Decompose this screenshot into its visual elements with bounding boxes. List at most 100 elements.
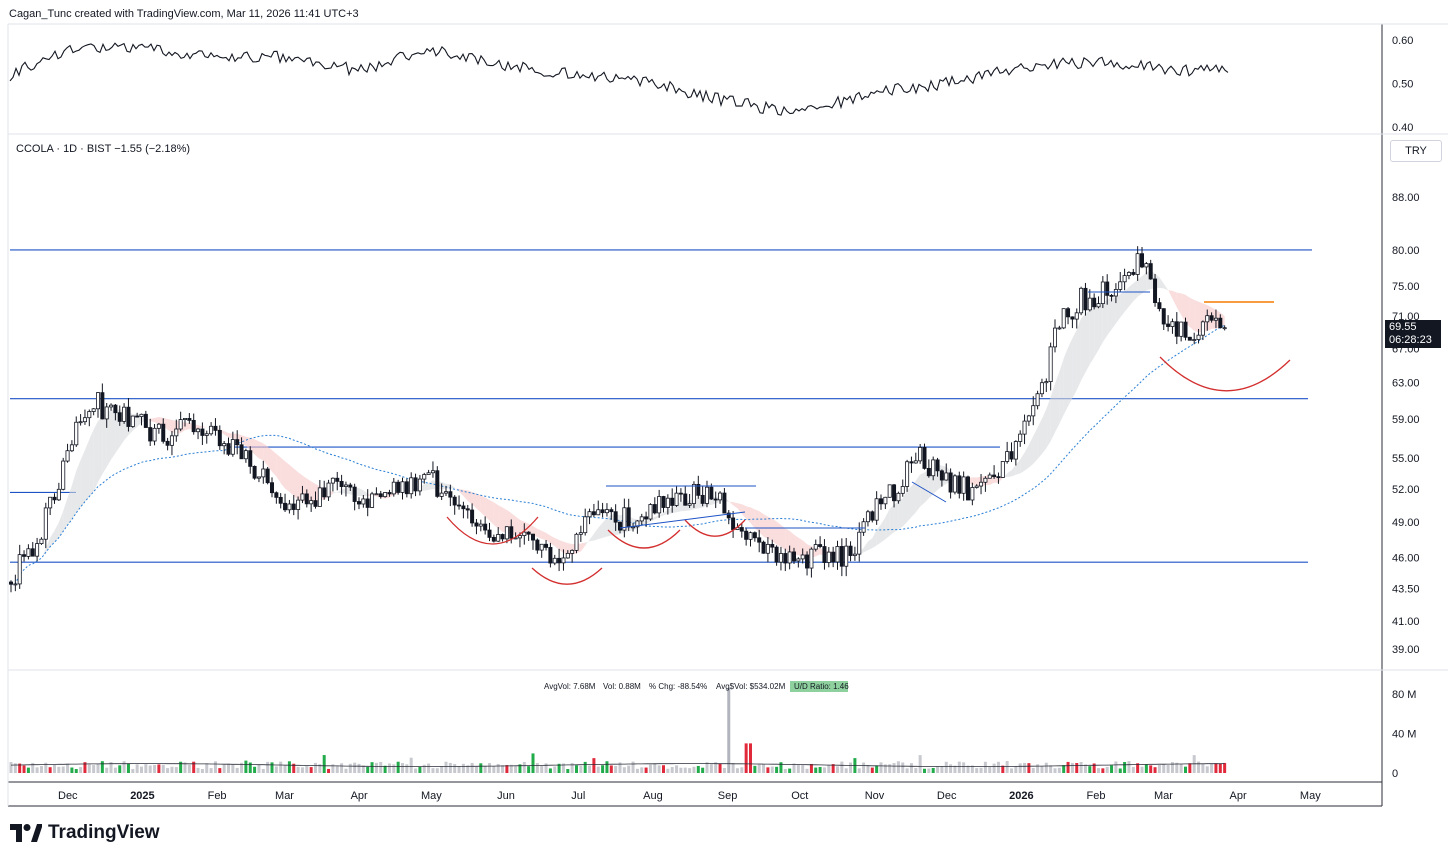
volume-bar bbox=[788, 768, 792, 773]
time-tick-label: Feb bbox=[1087, 790, 1106, 802]
candle-body bbox=[657, 496, 662, 514]
candle-body bbox=[56, 488, 61, 501]
candle-body bbox=[1126, 272, 1131, 276]
candle-body bbox=[718, 492, 723, 501]
candle-body bbox=[778, 553, 783, 563]
volume-bar bbox=[457, 766, 461, 773]
candle-body bbox=[739, 527, 744, 532]
ma-ribbon-segment bbox=[554, 538, 560, 550]
volume-bar bbox=[670, 767, 674, 773]
volume-bar bbox=[161, 764, 165, 773]
volume-bar bbox=[709, 764, 713, 773]
candle-body bbox=[387, 492, 392, 495]
volume-bar bbox=[827, 764, 831, 773]
tradingview-logo[interactable]: TradingView bbox=[10, 822, 160, 844]
volume-bar bbox=[1188, 763, 1192, 773]
volume-bar bbox=[240, 762, 244, 773]
candle-body bbox=[796, 558, 801, 562]
candle-body bbox=[722, 492, 727, 514]
volume-bar bbox=[1157, 764, 1161, 773]
candle-body bbox=[709, 486, 714, 500]
volume-bar bbox=[792, 763, 796, 773]
volume-bar bbox=[1197, 761, 1201, 773]
candle-body bbox=[913, 460, 918, 464]
time-tick-label: May bbox=[1300, 790, 1321, 802]
candle-body bbox=[309, 500, 314, 505]
candle-body bbox=[548, 547, 553, 564]
candle-body bbox=[1122, 275, 1127, 283]
volume-bar bbox=[292, 763, 296, 773]
volume-bar bbox=[548, 768, 552, 773]
volume-bar bbox=[35, 767, 39, 773]
candle-body bbox=[304, 493, 309, 505]
volume-bar bbox=[296, 766, 300, 773]
candle-body bbox=[430, 470, 435, 474]
volume-bar bbox=[318, 764, 322, 773]
volume-bar bbox=[100, 761, 104, 773]
volume-bar bbox=[1027, 763, 1031, 773]
candle-body bbox=[213, 425, 218, 431]
symbol-legend[interactable]: CCOLA · 1D · BIST −1.55 (−2.18%) bbox=[16, 143, 191, 155]
ma-ribbon-segment bbox=[106, 410, 112, 467]
volume-bar bbox=[714, 762, 718, 773]
last-price-badge: 69.55 06:28:23 bbox=[1385, 320, 1441, 348]
candle-body bbox=[652, 504, 657, 514]
candle-body bbox=[378, 493, 383, 498]
volume-bar bbox=[1201, 764, 1205, 773]
ma-ribbon-segment bbox=[998, 476, 1003, 483]
volume-bar bbox=[483, 766, 487, 773]
volume-bar bbox=[39, 766, 43, 773]
candle-body bbox=[687, 503, 692, 506]
time-tick-label: Dec bbox=[937, 790, 957, 802]
currency-button[interactable]: TRY bbox=[1390, 140, 1442, 162]
ma-ribbon-segment bbox=[463, 489, 468, 501]
candle-body bbox=[361, 498, 366, 505]
time-tick-label: Jul bbox=[571, 790, 585, 802]
candle-body bbox=[82, 417, 87, 423]
time-tick-label: Mar bbox=[1154, 790, 1173, 802]
ma-ribbon-segment bbox=[1033, 427, 1038, 464]
volume-bar bbox=[340, 763, 344, 773]
ma-ribbon-segment bbox=[1085, 310, 1090, 373]
volume-bar bbox=[683, 767, 687, 773]
price-tick-label: 46.00 bbox=[1392, 552, 1420, 564]
volume-bar bbox=[857, 768, 861, 773]
candle-body bbox=[326, 482, 331, 498]
volume-bar bbox=[448, 762, 452, 773]
ma-ribbon-segment bbox=[750, 507, 755, 529]
candle-body bbox=[726, 512, 731, 519]
volume-bar bbox=[287, 761, 291, 773]
volume-bar bbox=[561, 763, 565, 773]
volume-bar bbox=[531, 753, 535, 773]
candle-body bbox=[91, 408, 96, 412]
price-tick-label: 80.00 bbox=[1392, 245, 1420, 257]
volume-bar bbox=[640, 767, 644, 773]
ma-ribbon-segment bbox=[794, 534, 799, 556]
volume-bar bbox=[231, 764, 235, 773]
volume-bar bbox=[309, 767, 313, 773]
volume-bar bbox=[1127, 761, 1131, 773]
price-tick-label: 49.00 bbox=[1392, 517, 1420, 529]
ma-ribbon-segment bbox=[1046, 397, 1051, 449]
volume-bar bbox=[540, 765, 544, 773]
ma-ribbon-segment bbox=[1181, 293, 1186, 323]
volume-bar bbox=[405, 764, 409, 773]
ma-ribbon-segment bbox=[254, 439, 259, 459]
ma-ribbon-segment bbox=[767, 516, 773, 541]
candle-body bbox=[396, 481, 401, 493]
candle-body bbox=[1009, 451, 1014, 460]
candle-body bbox=[892, 484, 897, 502]
candle-body bbox=[935, 459, 940, 472]
ma-ribbon-segment bbox=[89, 429, 94, 497]
volume-bar bbox=[1210, 763, 1214, 773]
volume-bar bbox=[227, 763, 230, 773]
volume-bar bbox=[988, 767, 992, 773]
volume-bar bbox=[914, 768, 918, 773]
candle-body bbox=[700, 494, 705, 504]
ma-ribbon-segment bbox=[746, 506, 751, 523]
indicator-tick-label: 0.60 bbox=[1392, 35, 1413, 47]
candle-body bbox=[30, 548, 35, 557]
candle-body bbox=[600, 509, 605, 514]
volume-bar bbox=[444, 761, 448, 773]
ma-ribbon-segment bbox=[58, 510, 64, 538]
